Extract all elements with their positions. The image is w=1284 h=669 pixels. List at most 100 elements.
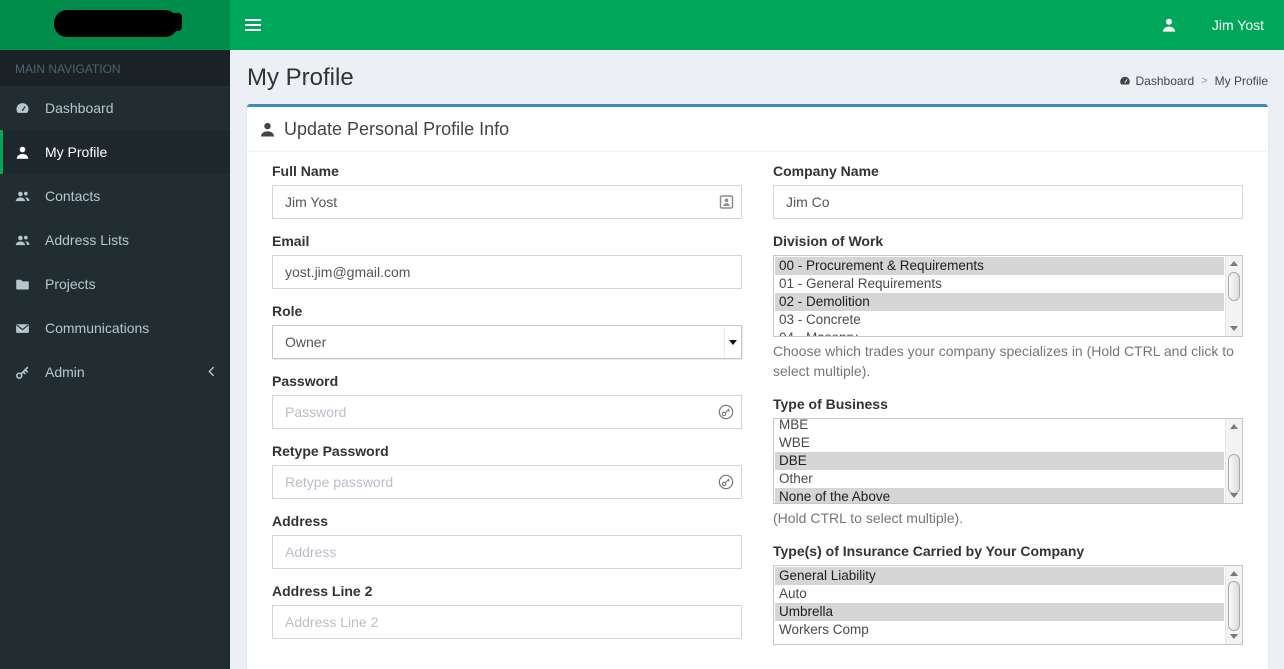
scrollbar[interactable] (1225, 565, 1242, 644)
breadcrumb: Dashboard > My Profile (1119, 74, 1268, 88)
sidebar-item-label: Projects (45, 276, 96, 292)
insurance-listbox[interactable]: General Liability Auto Umbrella Workers … (773, 564, 1243, 645)
email-field-group: Email (272, 233, 742, 289)
sidebar: MAIN NAVIGATION Dashboard My Profile Con… (0, 50, 230, 669)
company-name-label: Company Name (773, 163, 879, 179)
card-body: Full Name Email Role (247, 152, 1268, 669)
business-options: MBE WBE DBE Other None of the Above (775, 417, 1224, 503)
user-icon (259, 121, 276, 138)
company-name-input[interactable] (773, 185, 1243, 219)
chevron-left-icon (208, 364, 215, 380)
role-selected-value: Owner (285, 334, 327, 350)
role-select[interactable]: Owner (272, 325, 742, 359)
scrollbar[interactable] (1225, 418, 1242, 503)
insurance-field-group: Type(s) of Insurance Carried by Your Com… (773, 543, 1243, 645)
sidebar-item-label: Communications (45, 320, 150, 336)
sidebar-item-label: Address Lists (45, 232, 130, 248)
content-header: My Profile Dashboard > My Profile (230, 50, 1284, 104)
business-help-text: (Hold CTRL to select multiple). (773, 509, 964, 526)
option-division-03[interactable]: 03 - Concrete (779, 312, 861, 327)
option-division-04[interactable]: 04 - Masonry (775, 329, 1224, 336)
form-left-column: Full Name Email Role (272, 163, 742, 653)
dashboard-icon (15, 101, 35, 116)
option-division-02[interactable]: 02 - Demolition (775, 293, 1224, 311)
user-name[interactable]: Jim Yost (1211, 17, 1264, 33)
address-input[interactable] (272, 535, 742, 569)
option-business-mbe[interactable]: MBE (779, 417, 809, 432)
sidebar-menu: Dashboard My Profile Contacts Address Li… (0, 86, 230, 394)
scrollbar-thumb[interactable] (1228, 580, 1240, 631)
scroll-up-arrow[interactable] (1226, 256, 1242, 271)
address-line2-input[interactable] (272, 605, 742, 639)
email-input[interactable] (272, 255, 742, 289)
sidebar-item-admin[interactable]: Admin (0, 350, 230, 394)
sidebar-item-label: Dashboard (45, 100, 114, 116)
breadcrumb-separator: > (1201, 75, 1208, 87)
sidebar-item-my-profile[interactable]: My Profile (0, 130, 230, 174)
scrollbar-thumb[interactable] (1228, 272, 1240, 301)
sidebar-item-dashboard[interactable]: Dashboard (0, 86, 230, 130)
full-name-field-group: Full Name (272, 163, 742, 219)
address-line2-field-group: Address Line 2 (272, 583, 742, 639)
type-of-business-label: Type of Business (773, 395, 888, 412)
users-icon (15, 189, 35, 204)
password-key-icon[interactable] (718, 474, 734, 490)
retype-password-label: Retype Password (272, 443, 389, 459)
breadcrumb-dashboard-link[interactable]: Dashboard (1119, 74, 1194, 88)
option-business-wbe[interactable]: WBE (779, 434, 810, 450)
type-of-business-listbox[interactable]: MBE WBE DBE Other None of the Above (773, 417, 1243, 504)
password-key-icon[interactable] (718, 404, 734, 420)
sidebar-toggle-button[interactable] (230, 0, 276, 50)
sidebar-section-header: MAIN NAVIGATION (0, 50, 230, 86)
sidebar-item-projects[interactable]: Projects (0, 262, 230, 306)
option-division-01[interactable]: 01 - General Requirements (779, 276, 942, 291)
dashboard-icon (1119, 75, 1131, 87)
option-division-00[interactable]: 00 - Procurement & Requirements (775, 257, 1224, 275)
type-of-business-field-group: Type of Business MBE WBE DBE Other None … (773, 396, 1243, 529)
sidebar-item-address-lists[interactable]: Address Lists (0, 218, 230, 262)
division-options: 00 - Procurement & Requirements 01 - Gen… (775, 257, 1224, 336)
hamburger-icon (245, 19, 261, 21)
scroll-down-arrow[interactable] (1226, 629, 1242, 644)
scroll-up-arrow[interactable] (1226, 419, 1242, 434)
company-name-field-group: Company Name (773, 163, 1243, 219)
option-insurance-auto[interactable]: Auto (779, 585, 807, 601)
profile-card: Update Personal Profile Info Full Name E… (247, 104, 1268, 669)
content-area: My Profile Dashboard > My Profile Update… (230, 50, 1284, 669)
autofill-contact-icon[interactable] (719, 195, 734, 210)
breadcrumb-current: My Profile (1214, 74, 1268, 88)
option-insurance-general-liability[interactable]: General Liability (775, 566, 1224, 585)
scroll-down-arrow[interactable] (1226, 488, 1242, 503)
retype-password-field-group: Retype Password (272, 443, 742, 499)
scrollbar[interactable] (1225, 256, 1242, 336)
password-field-group: Password (272, 373, 742, 429)
division-of-work-field-group: Division of Work 00 - Procurement & Requ… (773, 233, 1243, 382)
password-label: Password (272, 373, 339, 389)
sidebar-item-contacts[interactable]: Contacts (0, 174, 230, 218)
option-insurance-umbrella[interactable]: Umbrella (775, 602, 1224, 621)
scroll-up-arrow[interactable] (1226, 566, 1242, 581)
insurance-options: General Liability Auto Umbrella Workers … (775, 566, 1224, 639)
retype-password-input[interactable] (272, 465, 742, 499)
app-logo[interactable] (0, 0, 230, 50)
division-of-work-listbox[interactable]: 00 - Procurement & Requirements 01 - Gen… (773, 255, 1243, 337)
role-label: Role (272, 303, 303, 319)
password-input[interactable] (272, 395, 742, 429)
scroll-down-arrow[interactable] (1226, 321, 1242, 336)
card-title: Update Personal Profile Info (284, 119, 510, 139)
sidebar-item-label: Admin (45, 364, 85, 380)
user-menu[interactable]: Jim Yost (1144, 0, 1284, 50)
division-of-work-label: Division of Work (773, 233, 884, 249)
insurance-label: Type(s) of Insurance Carried by Your Com… (773, 542, 1085, 559)
address-label: Address (272, 513, 329, 529)
option-business-none[interactable]: None of the Above (775, 487, 1224, 503)
user-icon[interactable] (1144, 0, 1194, 50)
option-insurance-workers-comp[interactable]: Workers Comp (779, 621, 869, 637)
email-label: Email (272, 233, 310, 249)
role-field-group: Role Owner (272, 303, 742, 359)
option-business-other[interactable]: Other (779, 470, 813, 486)
full-name-input[interactable] (272, 185, 742, 219)
sidebar-item-label: Contacts (45, 188, 101, 204)
sidebar-item-communications[interactable]: Communications (0, 306, 230, 350)
option-business-dbe[interactable]: DBE (775, 451, 1224, 470)
